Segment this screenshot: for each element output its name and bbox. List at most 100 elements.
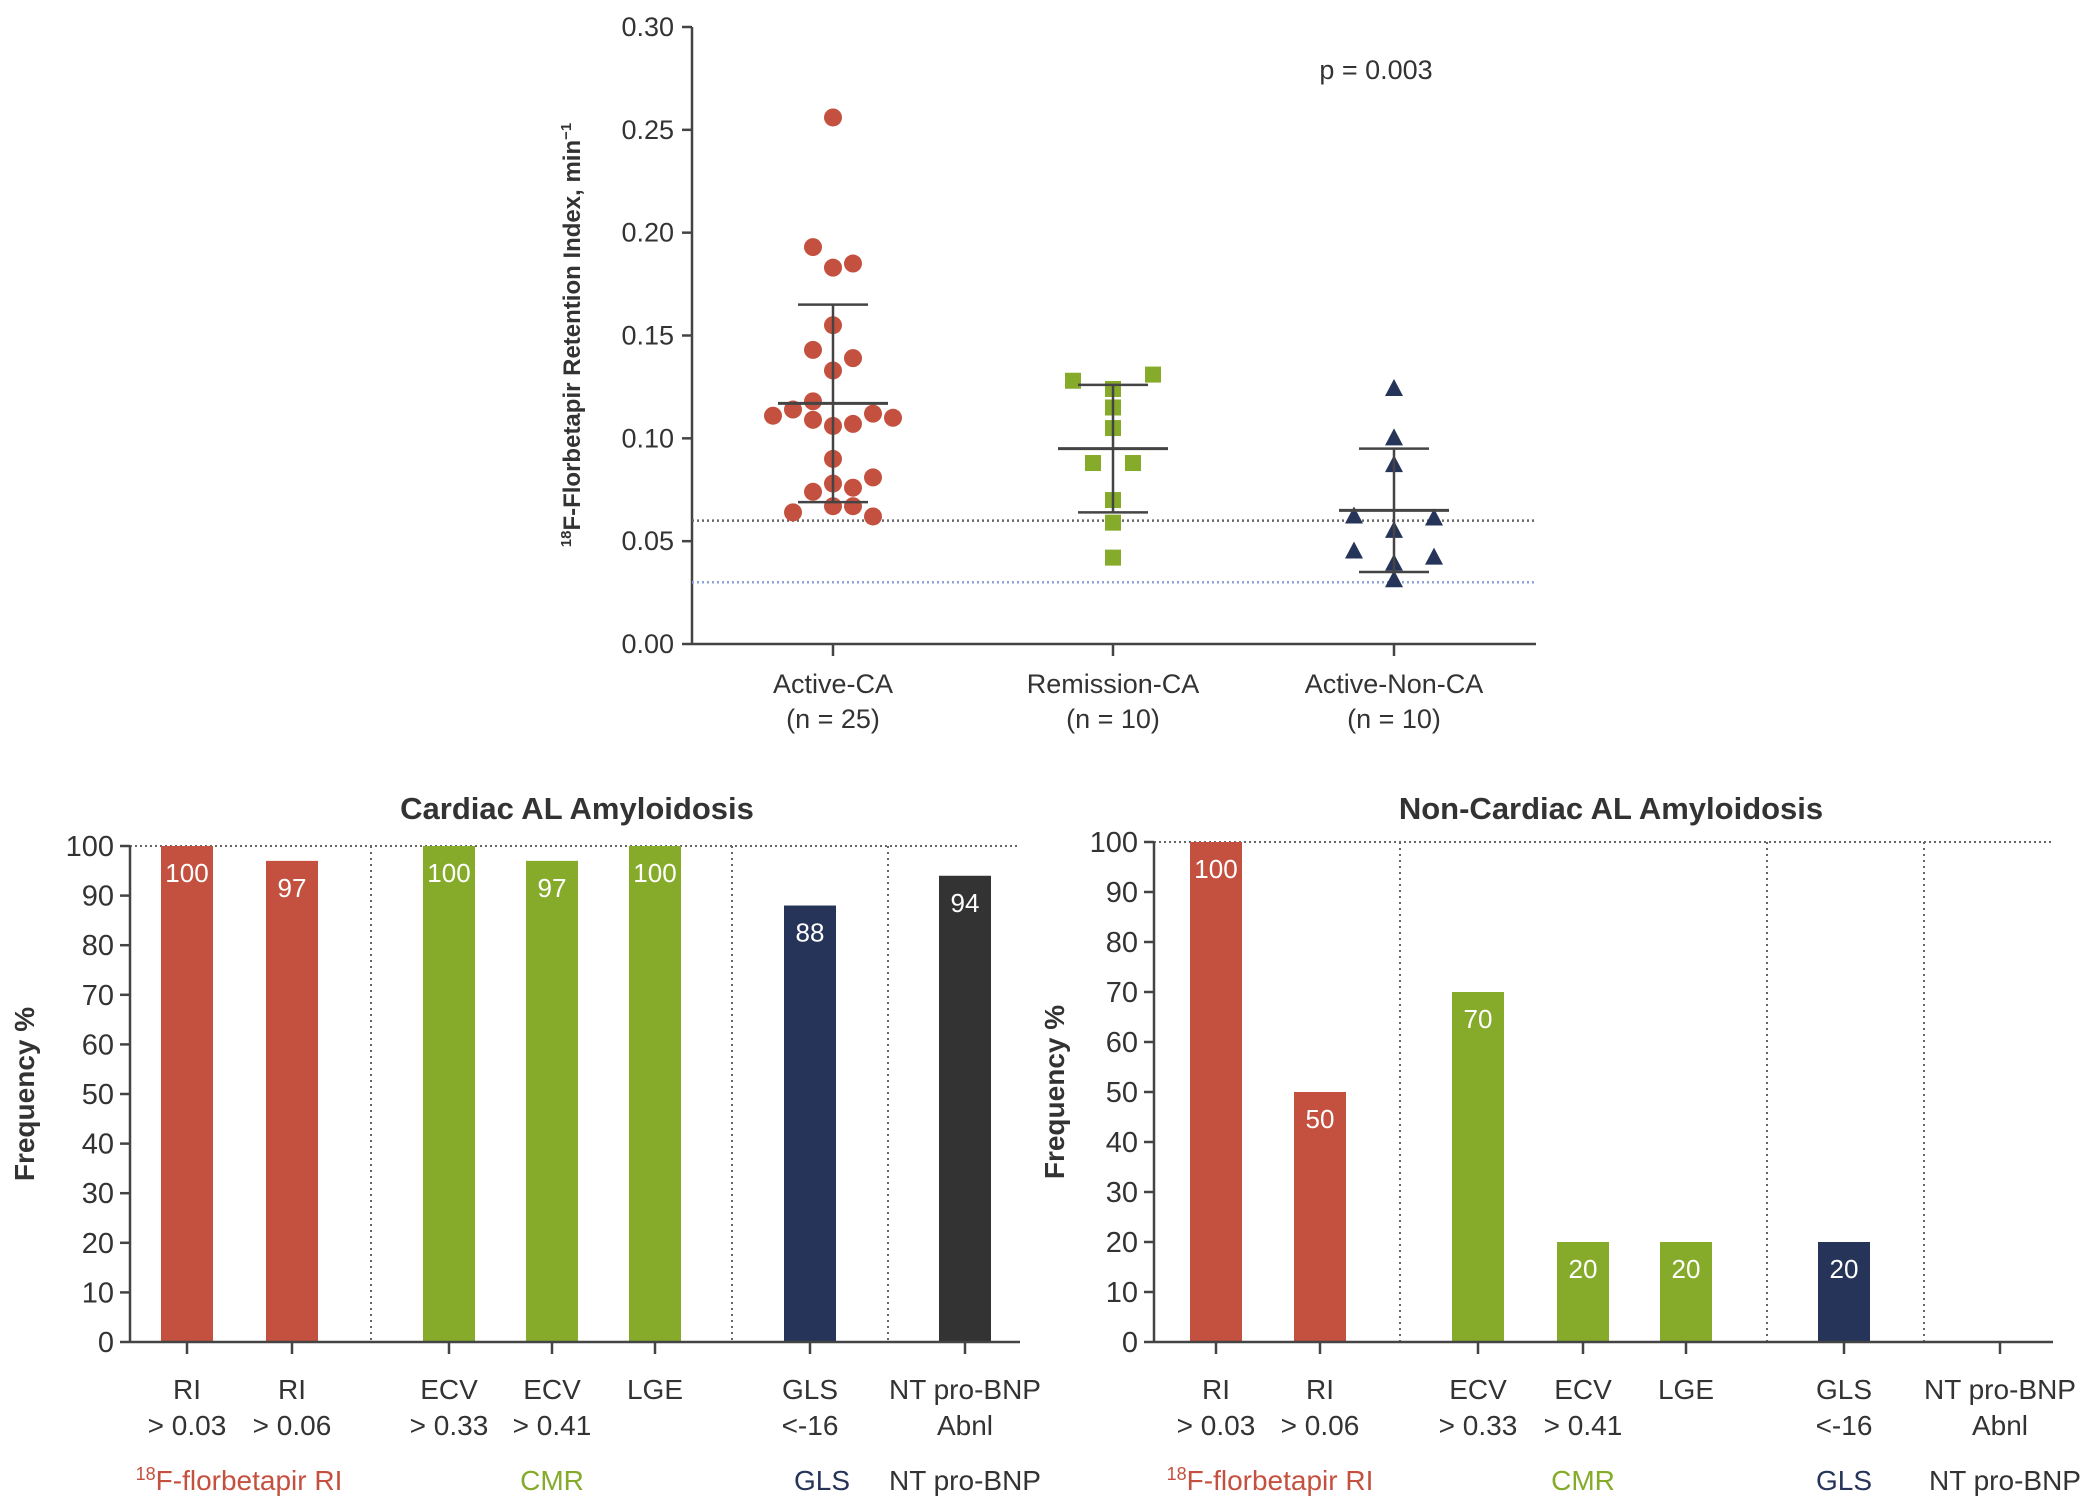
bar	[629, 846, 681, 1342]
chart-title: Non-Cardiac AL Amyloidosis	[1399, 791, 1823, 826]
bar	[266, 860, 318, 1342]
data-point-circle	[824, 108, 842, 127]
bar	[423, 846, 475, 1342]
y-tick-label: 0.20	[621, 218, 674, 248]
bar-value-label: 97	[278, 873, 307, 903]
x-label-line1: GLS	[1816, 1374, 1872, 1405]
data-point-triangle	[1345, 541, 1363, 559]
y-tick-label: 20	[1106, 1227, 1138, 1259]
x-label-line1: ECV	[1554, 1374, 1612, 1405]
y-tick-label: 50	[1106, 1077, 1138, 1109]
y-tick-label: 0	[98, 1327, 114, 1359]
x-label-line2: <-16	[1816, 1410, 1873, 1441]
chart-title: Cardiac AL Amyloidosis	[400, 791, 754, 826]
y-tick-label: 60	[82, 1029, 114, 1061]
bar	[1818, 1242, 1870, 1342]
bar-value-label: 100	[1194, 854, 1237, 884]
data-point-circle	[804, 340, 822, 359]
y-tick-label: 30	[82, 1178, 114, 1210]
data-point-circle	[844, 497, 862, 516]
y-axis-label: 18F-Florbetapir Retention Index, min−1	[558, 123, 586, 547]
x-category-label: Active-CA	[773, 669, 893, 699]
x-category-n-label: (n = 25)	[786, 704, 880, 734]
y-tick-label: 70	[82, 980, 114, 1012]
data-point-circle	[844, 254, 862, 273]
bar-value-label: 20	[1672, 1254, 1701, 1284]
y-tick-label: 100	[66, 831, 114, 863]
y-tick-label: 10	[82, 1277, 114, 1309]
bar-value-label: 88	[796, 918, 825, 948]
y-tick-label: 40	[82, 1129, 114, 1161]
x-category-label: Remission-CA	[1027, 669, 1200, 699]
x-label-line2: <-16	[782, 1410, 839, 1441]
data-point-square	[1105, 549, 1121, 566]
data-point-square	[1145, 366, 1161, 383]
y-axis-label: Frequency %	[9, 1007, 40, 1181]
y-tick-label: 10	[1106, 1277, 1138, 1309]
data-point-circle	[804, 410, 822, 429]
y-tick-label: 40	[1106, 1127, 1138, 1159]
data-point-circle	[884, 408, 902, 427]
bar	[526, 860, 578, 1342]
non-cardiac-frequency-bar-chart: Non-Cardiac AL Amyloidosis Frequency % 0 10…	[1039, 791, 2081, 1496]
y-tick-label: 90	[82, 881, 114, 913]
x-label-line1: NT pro-BNP	[889, 1374, 1041, 1405]
y-tick-label: 0.10	[621, 423, 674, 453]
bar	[1452, 992, 1504, 1342]
bar-value-label: 20	[1830, 1254, 1859, 1284]
y-tick-label: 80	[82, 930, 114, 962]
data-point-circle	[844, 349, 862, 368]
y-tick-label: 0.00	[621, 629, 674, 659]
data-point-triangle	[1385, 428, 1403, 446]
data-point-circle	[864, 507, 882, 526]
y-tick-label: 50	[82, 1079, 114, 1111]
x-label-line2: > 0.41	[1544, 1410, 1623, 1441]
y-tick-label: 0.15	[621, 321, 674, 351]
bar	[161, 846, 213, 1342]
data-point-circle	[784, 503, 802, 522]
bar	[939, 875, 991, 1342]
bar-value-label: 100	[165, 858, 208, 888]
x-label-line1: LGE	[627, 1374, 683, 1405]
y-tick-label: 20	[82, 1228, 114, 1260]
data-point-square	[1105, 514, 1121, 531]
bar-value-label: 50	[1306, 1104, 1335, 1134]
data-point-triangle	[1385, 570, 1403, 588]
x-label-line1: RI	[278, 1374, 306, 1405]
group-label: GLS	[794, 1465, 850, 1496]
data-point-circle	[864, 468, 882, 487]
group-label: NT pro-BNP	[1929, 1465, 2081, 1496]
x-label-line1: LGE	[1658, 1374, 1714, 1405]
group-label: CMR	[520, 1465, 584, 1496]
bar-value-label: 94	[951, 888, 980, 918]
bar-value-label: 97	[538, 873, 567, 903]
x-label-line1: RI	[173, 1374, 201, 1405]
y-tick-label: 100	[1090, 827, 1138, 859]
bar	[1190, 842, 1242, 1342]
x-label-line1: GLS	[782, 1374, 838, 1405]
y-axis-label: Frequency %	[1039, 1005, 1070, 1179]
cardiac-frequency-bar-chart: Cardiac AL Amyloidosis Frequency % 0 10 20 30…	[9, 791, 1041, 1496]
data-point-triangle	[1425, 508, 1443, 526]
x-label-line2: > 0.41	[513, 1410, 592, 1441]
x-label-line1: ECV	[420, 1374, 478, 1405]
y-tick-label: 0.05	[621, 526, 674, 556]
x-label-line2: Abnl	[937, 1410, 993, 1441]
data-point-circle	[844, 478, 862, 497]
x-label-line2: > 0.06	[253, 1410, 332, 1441]
data-point-circle	[764, 406, 782, 425]
bar	[1660, 1242, 1712, 1342]
data-point-square	[1085, 455, 1101, 472]
data-point-triangle	[1345, 506, 1363, 524]
x-label-line2: > 0.33	[410, 1410, 489, 1441]
y-tick-label: 80	[1106, 927, 1138, 959]
group-label: 18F-florbetapir RI	[1167, 1464, 1374, 1496]
y-tick-label: 0.25	[621, 115, 674, 145]
x-label-line1: ECV	[523, 1374, 581, 1405]
data-point-circle	[804, 238, 822, 257]
x-label-line1: RI	[1202, 1374, 1230, 1405]
data-point-square	[1065, 372, 1081, 389]
data-point-triangle	[1385, 378, 1403, 396]
group-label: CMR	[1551, 1465, 1615, 1496]
